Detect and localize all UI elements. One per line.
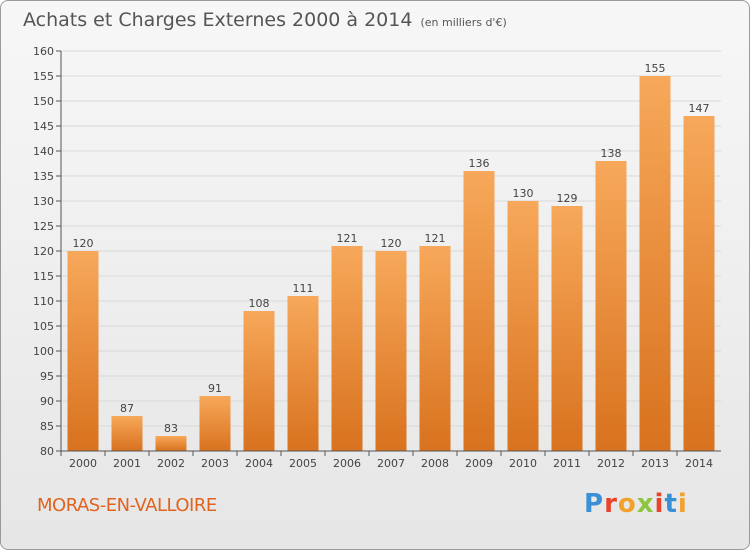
x-tick-label-2012: 2012 [597,457,625,470]
y-tick-label: 90 [40,395,54,408]
x-tick-label-2010: 2010 [509,457,537,470]
y-tick-label: 110 [33,295,54,308]
bar-2007 [375,251,407,451]
bar-2005 [287,296,319,451]
data-label-2013: 155 [645,62,666,75]
data-label-2012: 138 [601,147,622,160]
x-tick-label-2001: 2001 [113,457,141,470]
data-label-2005: 111 [293,282,314,295]
y-tick-label: 80 [40,445,54,458]
bar-2003 [199,396,231,451]
x-tick-label-2006: 2006 [333,457,361,470]
y-tick-label: 155 [33,70,54,83]
data-labels: 120 87 83 91 108 111 121 120 121 136 130 129 138 155 1… [73,62,710,435]
data-label-2010: 130 [513,187,534,200]
chart-title-text: Achats et Charges Externes 2000 à 2014 [23,9,413,31]
data-label-2009: 136 [469,157,490,170]
logo-letter: i [677,489,688,519]
data-label-2003: 91 [208,382,222,395]
bar-2012 [595,161,627,451]
bar-2000 [67,251,99,451]
bar-2002 [155,436,187,451]
x-tick-label-2004: 2004 [245,457,273,470]
bar-2009 [463,171,495,451]
data-label-2014: 147 [689,102,710,115]
y-tick-label: 150 [33,95,54,108]
data-label-2008: 121 [425,232,446,245]
y-tick-label: 115 [33,270,54,283]
y-tick-label: 95 [40,370,54,383]
data-label-2011: 129 [557,192,578,205]
chart-subtitle: (en milliers d'€) [420,16,507,29]
data-label-2004: 108 [249,297,270,310]
x-tick-label-2009: 2009 [465,457,493,470]
data-label-2006: 121 [337,232,358,245]
data-label-2007: 120 [381,237,402,250]
chart-title: Achats et Charges Externes 2000 à 2014 (e… [23,9,507,31]
commune-name: MORAS-EN-VALLOIRE [37,495,217,516]
logo-letter: i [654,489,665,519]
data-label-2001: 87 [120,402,134,415]
y-tick-label: 125 [33,220,54,233]
proxiti-logo: Proxiti [584,489,688,519]
x-tick-label-2000: 2000 [69,457,97,470]
y-tick-label: 140 [33,145,54,158]
bar-2006 [331,246,363,451]
y-tick-label: 85 [40,420,54,433]
x-tick-label-2008: 2008 [421,457,449,470]
logo-letter: o [617,489,637,519]
bars [67,76,715,451]
logo-letter: x [636,489,655,519]
y-tick-label: 120 [33,245,54,258]
logo-letter: t [664,489,678,519]
x-tick-label-2011: 2011 [553,457,581,470]
y-tick-label: 135 [33,170,54,183]
y-tick-label: 145 [33,120,54,133]
x-tick-label-2005: 2005 [289,457,317,470]
y-tick-label: 160 [33,45,54,58]
x-tick-label-2002: 2002 [157,457,185,470]
bar-2014 [683,116,715,451]
bar-2011 [551,206,583,451]
bar-2013 [639,76,671,451]
bar-2008 [419,246,451,451]
y-tick-label: 130 [33,195,54,208]
y-tick-label: 105 [33,320,54,333]
bar-2004 [243,311,275,451]
x-tick-label-2013: 2013 [641,457,669,470]
logo-letter: P [584,489,605,519]
x-axis-ticks: 2000 2001 2002 2003 2004 2005 2006 2007 2008 2009… [60,451,713,470]
logo-letter: r [604,489,618,519]
data-label-2000: 120 [73,237,94,250]
y-tick-label: 100 [33,345,54,358]
bar-2010 [507,201,539,451]
y-axis-ticks: 80 85 90 95 100 105 110 115 120 125 130 135 140 145 15… [33,45,61,458]
x-tick-label-2007: 2007 [377,457,405,470]
data-label-2002: 83 [164,422,178,435]
x-tick-label-2003: 2003 [201,457,229,470]
x-tick-label-2014: 2014 [685,457,713,470]
bar-2001 [111,416,143,451]
